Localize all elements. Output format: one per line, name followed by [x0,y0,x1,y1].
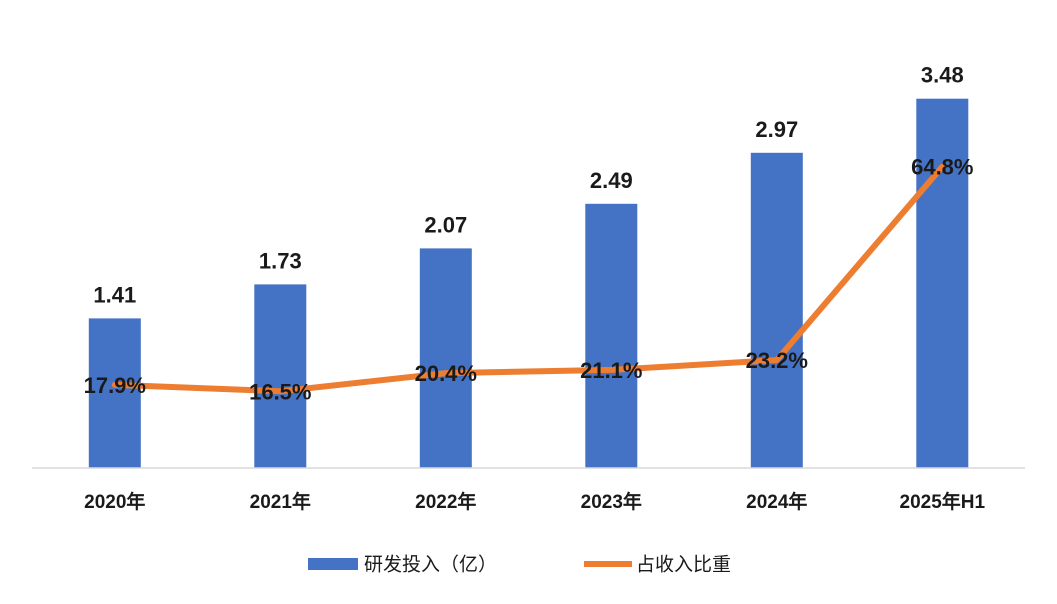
labels-layer: 1.41 1.73 2.07 2.49 2.97 3.48 17.9% 16.5% 20.4% 2… [84,63,974,405]
bar-1 [254,284,307,468]
bars-layer [88,98,969,469]
bar-value-label-5: 3.48 [921,63,964,88]
x-axis-labels: 2020年 2021年 2022年 2023年 2024年 2025年H1 [84,490,985,513]
legend-bar-label: 研发投入（亿） [364,554,497,576]
bar-3 [585,203,638,469]
line-value-label-3: 21.1% [580,358,642,383]
legend: 研发投入（亿） 占收入比重 [308,554,731,576]
line-value-label-1: 16.5% [249,379,311,404]
category-label-0: 2020年 [84,490,145,513]
category-label-2: 2022年 [415,490,476,513]
line-layer [111,163,946,395]
bar-0 [88,318,141,468]
line-value-label-5: 64.8% [911,155,973,180]
category-label-5: 2025年H1 [900,490,986,513]
bar-value-label-2: 2.07 [424,212,467,237]
legend-line-label: 占收入比重 [636,554,731,576]
line-value-label-0: 17.9% [84,373,146,398]
bar-value-label-3: 2.49 [590,168,633,193]
category-label-1: 2021年 [250,490,311,513]
category-label-3: 2023年 [581,490,642,513]
bar-value-label-1: 1.73 [259,248,302,273]
bar-2 [419,248,472,468]
category-label-4: 2024年 [746,490,807,513]
legend-bar-swatch [308,558,358,570]
ratio-line [111,163,946,395]
bar-value-label-0: 1.41 [93,282,136,307]
bar-4 [750,152,803,469]
line-value-label-4: 23.2% [746,348,808,373]
bar-5 [916,98,969,468]
bar-value-label-4: 2.97 [755,117,798,142]
line-value-label-2: 20.4% [415,361,477,386]
